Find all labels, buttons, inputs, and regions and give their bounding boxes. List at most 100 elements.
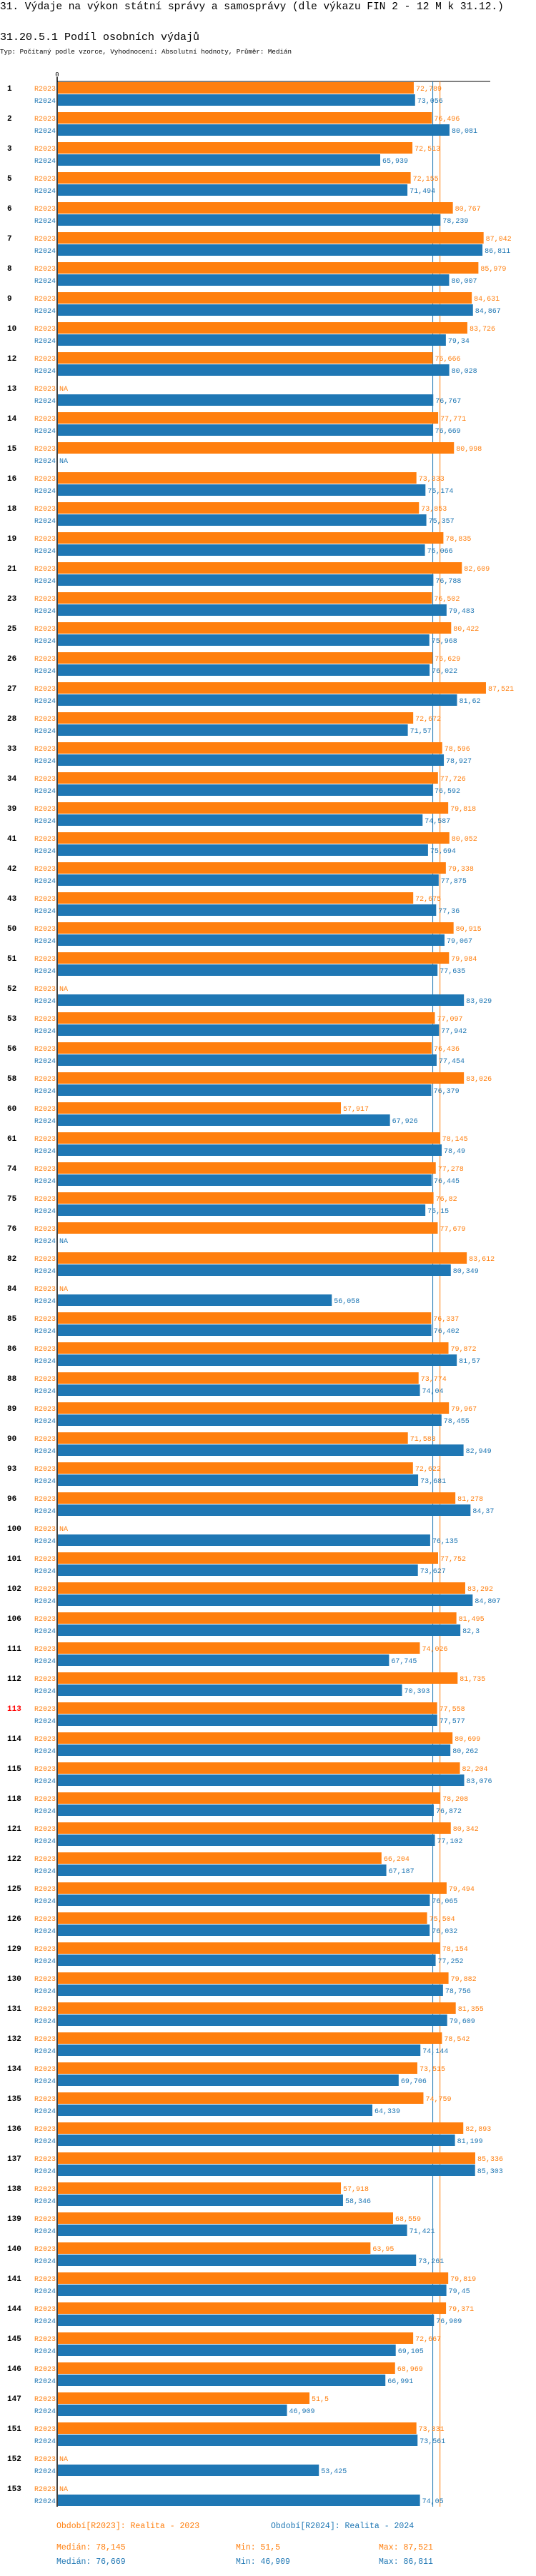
- data-label: 73,261: [418, 2258, 444, 2266]
- data-label: 69,706: [401, 2078, 427, 2086]
- data-label: 76,065: [432, 1898, 457, 1906]
- series-label: R2024: [34, 428, 56, 436]
- data-label: 85,979: [480, 266, 506, 274]
- series-label: R2024: [34, 1718, 56, 1726]
- data-label: 68,559: [395, 2216, 421, 2224]
- category-label: 3: [7, 145, 12, 154]
- series-label: R2023: [34, 1976, 56, 1984]
- data-label: 76,022: [432, 668, 457, 676]
- data-label: 70,393: [405, 1688, 430, 1696]
- data-label: 76,135: [432, 1538, 458, 1546]
- series-label: R2023: [34, 1016, 56, 1024]
- bar-r2023: [58, 352, 433, 364]
- category-label: 74: [7, 1165, 17, 1174]
- category-label: 82: [7, 1255, 16, 1264]
- bar-r2023: [58, 1372, 419, 1384]
- category-label: 134: [7, 2065, 21, 2074]
- category-label: 151: [7, 2425, 21, 2434]
- category-label: 111: [7, 1645, 21, 1654]
- bar-r2023: [58, 2422, 417, 2434]
- series-label: R2024: [34, 848, 56, 856]
- chart-subtitle: 31.20.5.1 Podíl osobních výdajů: [0, 31, 200, 44]
- bar-r2023: [58, 1312, 432, 1324]
- series-label: R2024: [34, 1328, 56, 1336]
- data-label: 83,029: [466, 998, 492, 1006]
- bar-r2024: [58, 1294, 332, 1306]
- category-label: 113: [7, 1705, 21, 1714]
- na-label: NA: [59, 2486, 68, 2494]
- bar-r2024: [58, 904, 437, 916]
- data-label: 87,042: [486, 236, 512, 244]
- bar-r2024: [58, 1744, 451, 1756]
- series-label: R2024: [34, 1988, 56, 1996]
- category-label: 42: [7, 865, 16, 874]
- bar-r2024: [58, 964, 438, 976]
- bar-r2024: [58, 814, 423, 826]
- bar-r2023: [58, 2122, 464, 2134]
- series-label: R2023: [34, 1556, 56, 1564]
- series-label: R2024: [34, 1628, 56, 1636]
- category-label: 58: [7, 1075, 17, 1084]
- bar-r2023: [58, 1732, 453, 1744]
- series-label: R2024: [34, 1388, 56, 1396]
- data-label: 79,967: [451, 1406, 477, 1414]
- data-label: 76,788: [435, 578, 461, 586]
- data-label: 77,454: [439, 1058, 465, 1066]
- bar-r2023: [58, 1192, 434, 1204]
- bar-r2024: [58, 214, 441, 226]
- bar-r2023: [58, 1672, 458, 1684]
- data-label: 74,05: [422, 2498, 444, 2506]
- bar-r2024: [58, 244, 483, 256]
- category-label: 135: [7, 2095, 21, 2104]
- bar-r2023: [58, 2362, 395, 2374]
- series-label: R2023: [34, 1436, 56, 1444]
- series-label: R2024: [34, 1778, 56, 1786]
- series-label: R2024: [34, 1058, 56, 1066]
- category-label: 96: [7, 1495, 16, 1504]
- data-label: 79,494: [449, 1886, 475, 1894]
- bar-r2024: [58, 2285, 447, 2296]
- data-label: 80,915: [456, 926, 482, 934]
- series-label: R2024: [34, 608, 56, 616]
- series-label: R2024: [34, 458, 56, 466]
- bar-r2024: [58, 2135, 455, 2146]
- series-label: R2023: [34, 656, 56, 664]
- series-label: R2023: [34, 296, 56, 304]
- series-label: R2024: [34, 1658, 56, 1666]
- data-label: 84,867: [475, 308, 501, 316]
- bar-r2023: [58, 142, 413, 154]
- bar-r2024: [58, 94, 415, 106]
- bar-r2023: [58, 2062, 417, 2074]
- bar-r2023: [58, 832, 450, 844]
- bar-r2023: [58, 2302, 447, 2314]
- bar-r2024: [58, 1684, 402, 1696]
- series-label: R2024: [34, 698, 56, 706]
- series-label: R2023: [34, 1736, 56, 1744]
- bar-r2024: [58, 364, 450, 376]
- bar-r2023: [58, 1072, 465, 1084]
- data-label: 76,669: [435, 428, 461, 436]
- data-label: 63,95: [372, 2246, 394, 2254]
- data-label: 82,609: [464, 566, 490, 574]
- category-label: 141: [7, 2275, 21, 2284]
- max-r2023: Max: 87,521: [379, 2543, 433, 2552]
- category-label: 19: [7, 535, 16, 544]
- data-label: 83,026: [466, 1076, 492, 1084]
- data-label: 56,058: [334, 1298, 359, 1306]
- bar-r2024: [58, 2435, 418, 2446]
- category-label: 106: [7, 1615, 21, 1624]
- data-label: 79,609: [450, 2018, 475, 2026]
- category-label: 90: [7, 1435, 16, 1444]
- series-label: R2023: [34, 986, 56, 994]
- data-label: 66,204: [384, 1856, 410, 1864]
- bar-r2023: [58, 1492, 456, 1504]
- data-label: 76,402: [434, 1328, 460, 1336]
- series-label: R2024: [34, 1478, 56, 1486]
- series-label: R2023: [34, 1676, 56, 1684]
- category-label: 61: [7, 1135, 17, 1144]
- bar-r2023: [58, 262, 479, 274]
- data-label: 75,694: [430, 848, 456, 856]
- bar-r2024: [58, 2315, 435, 2326]
- series-label: R2023: [34, 1286, 56, 1294]
- data-label: 57,918: [343, 2186, 369, 2194]
